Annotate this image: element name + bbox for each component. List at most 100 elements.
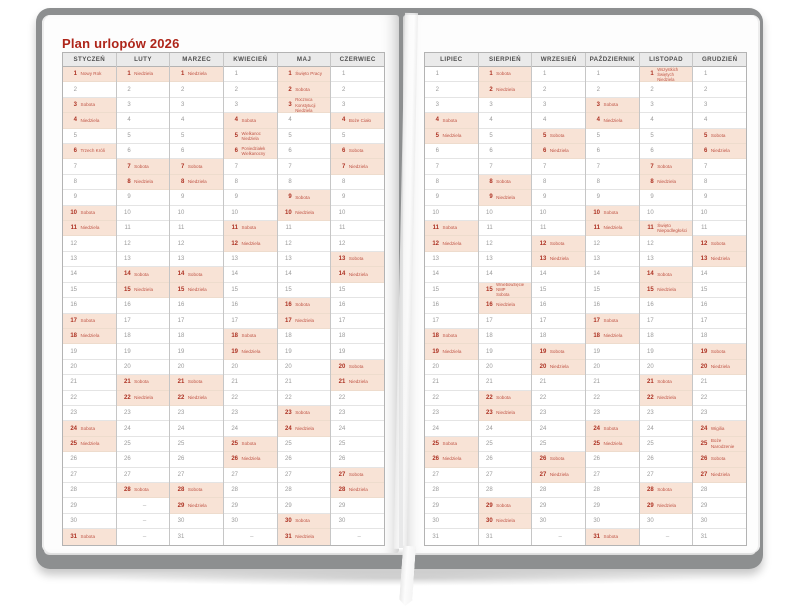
day-number: 30 xyxy=(700,517,708,524)
day-cell: 17 Niedziela xyxy=(277,313,331,329)
day-cell: 30 xyxy=(693,514,747,530)
day-cell: 15 Niedziela xyxy=(170,282,224,299)
day-number: 21 xyxy=(70,379,77,386)
day-number: 15 xyxy=(338,286,346,293)
day-cell: 26 Sobota xyxy=(693,452,747,468)
day-number: 14 xyxy=(593,271,601,278)
day-number: 9 xyxy=(704,194,708,201)
day-number: 22 xyxy=(285,394,292,401)
day-number: 8 xyxy=(650,179,654,186)
day-cell: 21 xyxy=(478,375,532,391)
day-cell: 29 xyxy=(63,498,116,514)
day-cell: 23 Niedziela xyxy=(478,405,532,422)
day-number: 5 xyxy=(543,132,547,139)
day-label: Sobota xyxy=(187,163,203,169)
day-label: Sobota xyxy=(496,502,511,508)
day-cell: 5 Niedziela xyxy=(425,128,478,145)
day-cell: 30 xyxy=(63,514,116,530)
day-cell: 14 xyxy=(586,267,639,283)
day-number: 18 xyxy=(700,333,708,340)
day-cell: 23 xyxy=(331,406,385,422)
day-number: 2 xyxy=(704,86,708,93)
day-number: 22 xyxy=(593,394,601,401)
day-cell: 6 xyxy=(425,144,478,160)
day-number: 19 xyxy=(647,348,654,355)
day-label: Sobota xyxy=(134,379,149,385)
day-number: 17 xyxy=(231,317,239,324)
month-header: LIPIEC xyxy=(425,53,478,67)
day-cell: 18 xyxy=(478,329,532,345)
day-cell: 28 xyxy=(478,483,532,499)
day-number: 20 xyxy=(338,363,346,370)
day-label: Sobota xyxy=(134,163,149,169)
day-cell: 20 xyxy=(478,360,532,376)
day-number: 21 xyxy=(123,379,131,386)
day-cell: 21 xyxy=(63,375,116,391)
day-number: 26 xyxy=(123,456,131,463)
day-cell: 27 xyxy=(639,468,693,483)
day-label: Sobota xyxy=(496,179,511,185)
day-cell: 1 xyxy=(693,67,747,83)
day-number: 23 xyxy=(123,410,131,417)
day-cell: 6 Niedziela xyxy=(532,144,586,160)
day-cell: 17 xyxy=(639,314,693,329)
day-number: 20 xyxy=(593,363,601,370)
day-number: 14 xyxy=(700,271,708,278)
day-cell: 15 xyxy=(277,283,331,299)
day-number: 25 xyxy=(338,440,346,447)
day-cell: 20 xyxy=(425,360,478,376)
day-number: 28 xyxy=(231,487,239,494)
day-number: 14 xyxy=(432,271,439,278)
day-cell: 28 Sobota xyxy=(170,482,224,499)
day-number: 17 xyxy=(432,317,439,324)
day-number: 31 xyxy=(485,533,493,540)
day-number: 20 xyxy=(647,363,654,370)
day-cell: 25 xyxy=(116,437,170,453)
day-number: 6 xyxy=(543,148,547,155)
day-label: Niedziela xyxy=(710,256,730,262)
day-cell: 11 Niedziela xyxy=(586,221,639,237)
day-cell: 18 Sobota xyxy=(224,328,277,345)
day-number: 9 xyxy=(489,194,493,201)
day-cell: 11 Niedziela xyxy=(63,221,116,237)
day-number: 31 xyxy=(70,533,77,540)
day-label: Niedziela xyxy=(549,256,569,262)
day-cell: 6 Sobota xyxy=(331,144,385,160)
day-label: Niedziela xyxy=(187,179,207,185)
day-number: 27 xyxy=(593,471,601,478)
day-number: 22 xyxy=(647,394,654,401)
day-cell: 24 xyxy=(639,421,693,437)
day-label: Niedziela xyxy=(134,179,154,185)
day-number: 17 xyxy=(700,317,708,324)
day-number: 8 xyxy=(288,179,292,186)
day-number: 24 xyxy=(123,425,131,432)
day-label: Niedziela xyxy=(710,148,730,154)
day-number: 30 xyxy=(593,517,601,524)
day-cell: 19 Sobota xyxy=(532,344,586,360)
day-cell: 4 xyxy=(693,113,747,129)
day-cell: 27 xyxy=(116,468,170,483)
day-number: 5 xyxy=(288,132,292,139)
day-cell: 26 Niedziela xyxy=(224,452,277,468)
day-number: 20 xyxy=(285,363,292,370)
day-cell: 23 xyxy=(425,406,478,422)
day-cell: 22 xyxy=(63,391,116,406)
day-cell: 19 Sobota xyxy=(693,344,747,360)
day-number: 22 xyxy=(700,394,708,401)
no-day-dash: – xyxy=(558,533,562,540)
day-number: 16 xyxy=(647,302,654,309)
day-cell: 28 xyxy=(693,483,747,499)
day-cell: 21 Sobota xyxy=(170,375,224,391)
day-number: 16 xyxy=(70,302,77,309)
day-cell: 24 xyxy=(478,421,532,437)
day-number: 27 xyxy=(647,471,654,478)
day-number: 28 xyxy=(593,487,601,494)
page-stack-edge xyxy=(44,548,756,555)
day-number: 13 xyxy=(285,256,292,263)
day-label: Sobota xyxy=(549,240,565,246)
day-label: Sobota xyxy=(295,302,310,308)
day-cell: 18 xyxy=(532,329,586,345)
day-label: Sobota xyxy=(80,534,96,540)
day-cell: 16 xyxy=(116,298,170,314)
day-cell: 10 xyxy=(693,206,747,222)
